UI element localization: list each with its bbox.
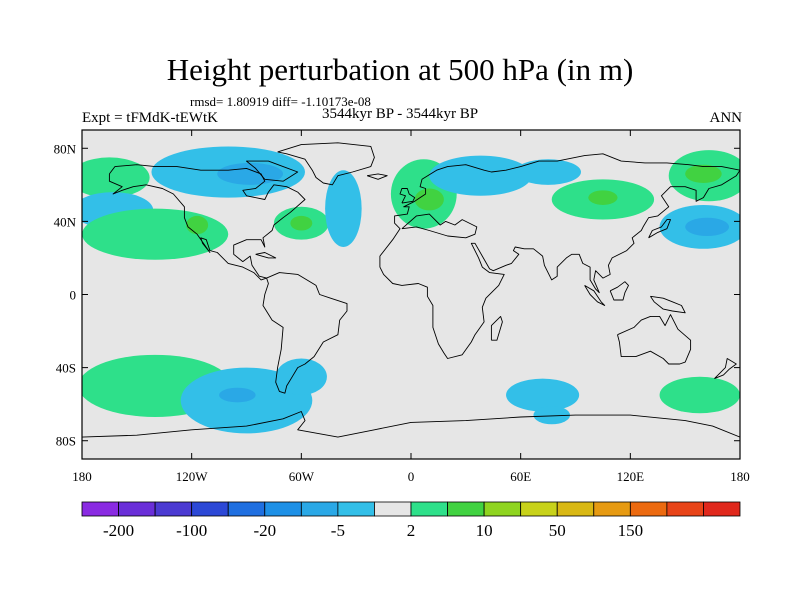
field-ne-pacific-positive [82,208,229,260]
coastline-greenland [277,142,375,186]
coastline-baffin-island [246,160,299,182]
field-eurasia-negative [429,155,532,196]
field-western-us-positive [186,215,209,235]
colorbar-swatch [666,501,704,517]
coastline-madagascar [490,315,503,341]
colorbar-swatch [520,501,558,517]
colorbar-swatch [81,501,119,517]
field-nw-pacific-positive [82,157,150,198]
field-south-atlantic-negative-tail [275,358,327,396]
time-range-label: 3544kyr BP - 3544kyr BP [322,106,479,122]
y-axis-ticks: 80N 40N 0 40S 80S [54,141,740,449]
field-southern-indian-negative [506,378,580,412]
colorbar-label: 10 [476,521,493,540]
field-south-pacific-east-positive [659,376,740,414]
chart-title: Height perturbation at 500 hPa (in m) [166,52,634,87]
field-southern-indian-negative-tail [533,405,571,425]
y-tick-label: 80N [54,141,77,156]
colorbar-swatch [227,501,266,517]
x-axis-ticks: 180 120W 60W 0 60E 120E 180 [72,130,750,484]
colorbar-swatch [483,501,522,517]
coastline-australia [617,314,692,365]
field-central-atlantic-negative [325,170,362,247]
x-tick-label: 120E [617,469,645,484]
colorbar-swatch [410,501,448,517]
coastline-great-britain [399,188,416,204]
height-perturbation-field [82,146,740,434]
coastline-mediterranean-north-shore [401,213,478,239]
colorbar-label: 50 [549,521,566,540]
stats-line: rmsd= 1.80919 diff= -1.10173e-08 [190,94,371,109]
season-label: ANN [709,110,743,126]
x-tick-label: 180 [72,469,92,484]
coastline-sumatra [584,285,606,306]
field-siberia-negative [515,159,581,185]
field-europe-positive-core [414,188,444,211]
colorbar-label: -200 [103,521,134,540]
x-tick-label: 60E [510,469,531,484]
field-central-asia-positive-core [588,190,618,205]
coastline-new-zealand [714,358,737,380]
coastline-iceland [366,173,388,180]
colorbar-swatch [447,501,485,517]
colorbar-label: -20 [253,521,276,540]
x-tick-label: 180 [730,469,750,484]
coastline-afro-eurasia [379,153,740,359]
colorbar-swatch [191,501,229,517]
coastline-antarctica [82,411,740,438]
colorbar-swatch [374,501,412,517]
y-tick-label: 40N [54,214,77,229]
colorbar-label: -100 [176,521,207,540]
colorbar: -200 -100 -20 -5 2 10 50 150 [81,501,741,540]
colorbar-label: 2 [407,521,416,540]
coastlines [82,142,740,438]
experiment-label: Expt = tFMdK-tEWtK [82,110,218,126]
x-tick-label: 120W [176,469,209,484]
x-tick-label: 0 [408,469,415,484]
colorbar-swatch [556,501,595,517]
coastline-japan [648,219,671,239]
field-north-america-negative-core [217,162,284,185]
colorbar-swatch [300,501,339,517]
colorbar-label: -5 [331,521,345,540]
coastline-cuba [255,252,277,259]
coastline-north-america [108,164,306,281]
coastline-south-america [262,272,348,394]
colorbar-swatch [154,501,193,517]
colorbar-label: 150 [618,521,644,540]
y-tick-label: 40S [56,361,76,376]
field-south-pacific-negative-core [219,387,256,403]
coastline-new-guinea [650,295,686,314]
colorbar-swatch [337,501,375,517]
x-tick-label: 60W [289,469,315,484]
colorbar-swatch [264,501,302,517]
y-tick-label: 80S [56,434,76,449]
field-western-atlantic-positive-core [290,215,313,231]
colorbar-swatch [629,501,668,517]
colorbar-swatch [593,501,631,517]
field-east-asia-positive-core [685,164,722,184]
coastline-borneo [609,281,629,301]
colorbar-swatch [118,501,156,517]
field-nw-pacific-negative-core [685,217,730,237]
colorbar-swatch [703,501,741,517]
y-tick-label: 0 [70,288,77,303]
